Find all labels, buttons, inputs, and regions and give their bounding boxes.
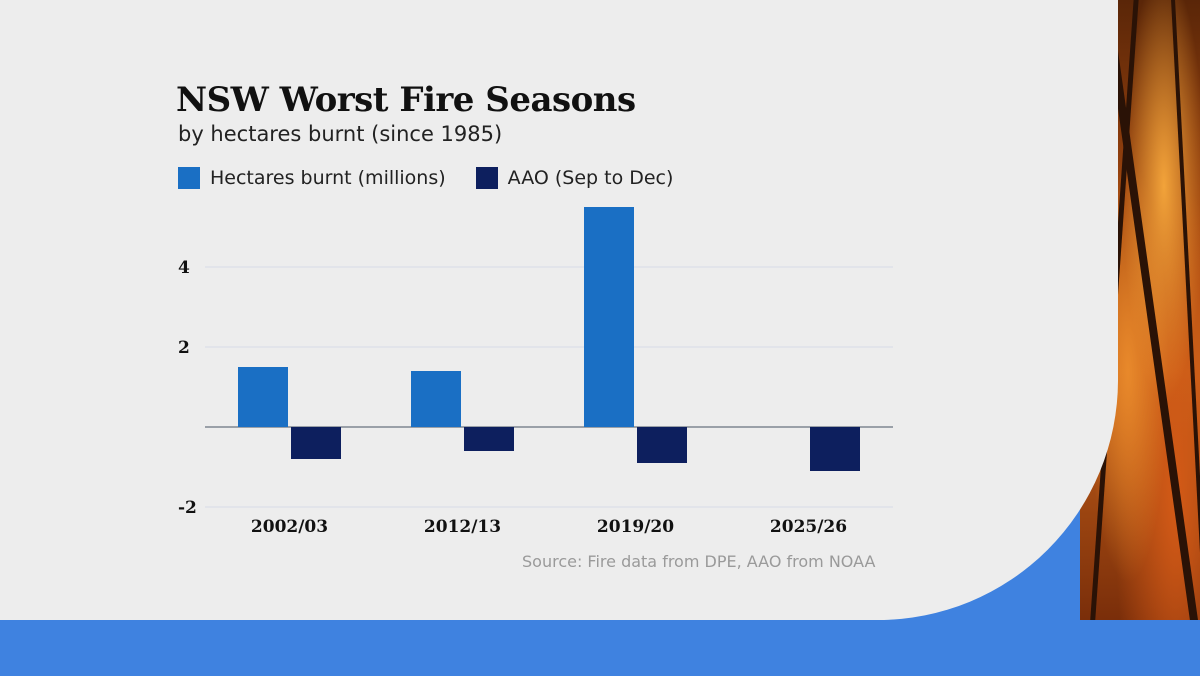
legend: Hectares burnt (millions) AAO (Sep to De… bbox=[178, 167, 703, 189]
legend-label-hectares: Hectares burnt (millions) bbox=[210, 167, 446, 189]
source-note: Source: Fire data from DPE, AAO from NOA… bbox=[522, 552, 876, 571]
legend-swatch-aao bbox=[475, 167, 498, 189]
x-category-label: 2019/20 bbox=[597, 517, 674, 537]
x-category-label: 2002/03 bbox=[251, 517, 328, 537]
chart-title: NSW Worst Fire Seasons bbox=[176, 80, 636, 120]
y-tick-label: 4 bbox=[178, 258, 190, 278]
bar-aao bbox=[810, 427, 860, 471]
legend-swatch-hectares bbox=[178, 167, 200, 189]
x-category-label: 2025/26 bbox=[770, 517, 847, 537]
chart-card: NSW Worst Fire Seasons by hectares burnt… bbox=[0, 0, 1118, 620]
bar-hectares bbox=[584, 207, 634, 427]
bar-aao bbox=[291, 427, 341, 459]
bar-hectares bbox=[411, 371, 461, 427]
bar-hectares bbox=[238, 367, 288, 427]
chart-subtitle: by hectares burnt (since 1985) bbox=[178, 122, 503, 146]
x-category-label: 2012/13 bbox=[424, 517, 501, 537]
y-tick-label: 2 bbox=[178, 338, 190, 358]
legend-label-aao: AAO (Sep to Dec) bbox=[507, 167, 674, 189]
bar-aao bbox=[464, 427, 514, 451]
bar-aao bbox=[637, 427, 687, 463]
y-tick-label: -2 bbox=[178, 498, 197, 518]
